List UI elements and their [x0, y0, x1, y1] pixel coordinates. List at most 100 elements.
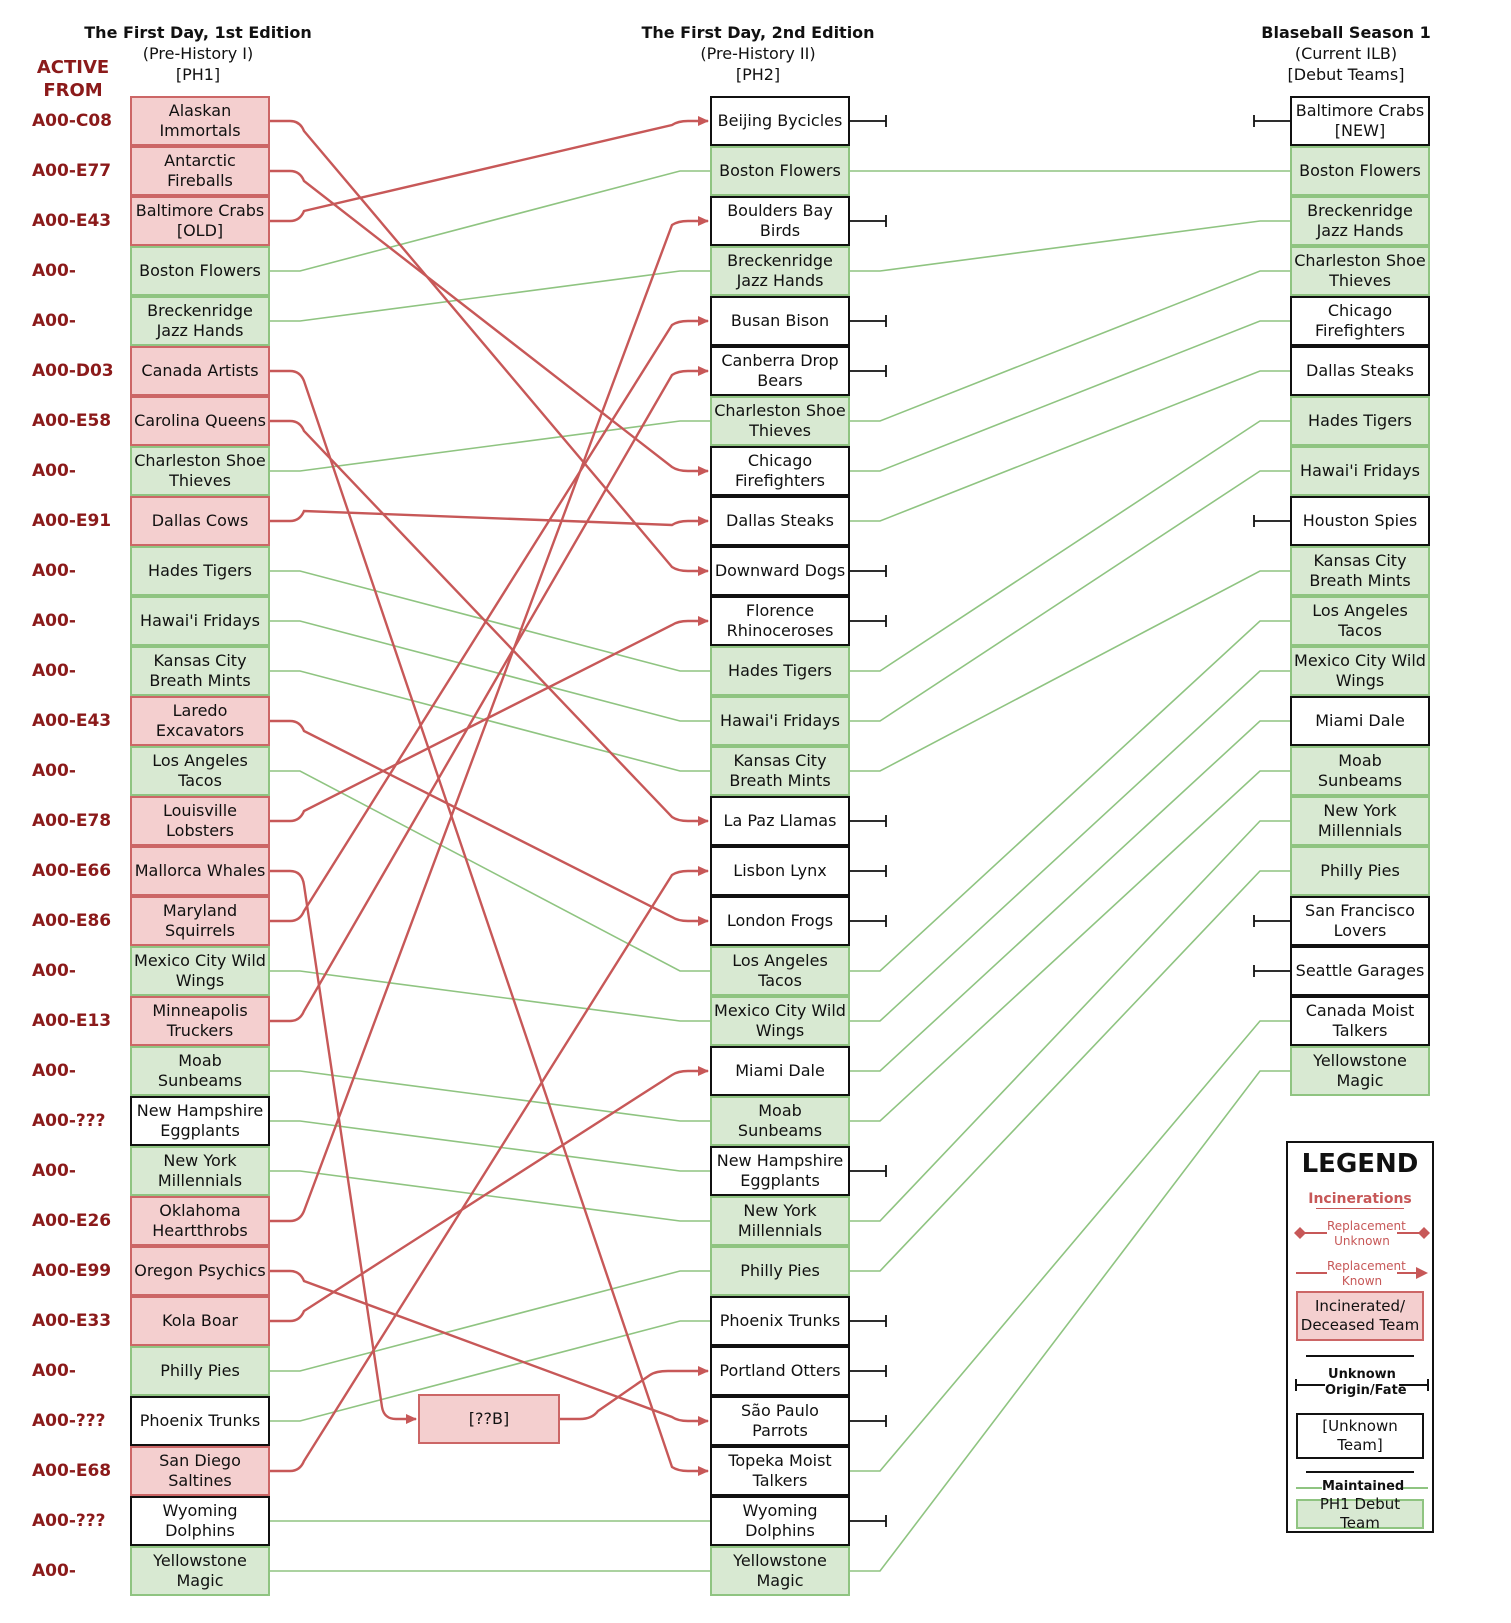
incineration-link-oregon-psychics — [270, 1269, 709, 1426]
ph2-team-chicago-firefighters: Chicago Firefighters — [710, 446, 850, 496]
ph1-team-boston-flowers: Boston Flowers — [130, 246, 270, 296]
ph2-team-hades-tigers: Hades Tigers — [710, 646, 850, 696]
s1-subtitle: (Current ILB) — [1294, 44, 1398, 63]
active-from-antarctic-fireballs: A00-E77 — [32, 161, 112, 181]
ph1-team-mallorca-whales: Mallorca Whales — [130, 846, 270, 896]
legend-incinerations-underline — [1316, 1208, 1404, 1209]
maintained-link-s1-breckenridge-jazz-hands — [850, 220, 1290, 272]
s1-team-miami-dale: Miami Dale — [1290, 696, 1430, 746]
ph1-team-louisville-lobsters: Louisville Lobsters — [130, 796, 270, 846]
incineration-link-carolina-queens — [270, 419, 709, 826]
ph1-team-laredo-excavators: Laredo Excavators — [130, 696, 270, 746]
ph2-team-boulders-bay-birds: Boulders Bay Birds — [710, 196, 850, 246]
ph2-team-florence-rhinoceroses: Florence Rhinoceroses — [710, 596, 850, 646]
active-from-kansas-city-breath-mints: A00- — [32, 661, 76, 681]
ph1-team-san-diego-saltines: San Diego Saltines — [130, 1446, 270, 1496]
incineration-link-kola-boar — [270, 1066, 709, 1323]
s1-team-mexico-city-wild-wings: Mexico City Wild Wings — [1290, 646, 1430, 696]
s1-team-breckenridge-jazz-hands: Breckenridge Jazz Hands — [1290, 196, 1430, 246]
active-from-title: ACTIVE FROM — [36, 57, 110, 101]
ph2-team-philly-pies: Philly Pies — [710, 1246, 850, 1296]
ph1-team-oklahoma-heartthrobs: Oklahoma Heartthrobs — [130, 1196, 270, 1246]
active-from-charleston-shoe-thieves: A00- — [32, 461, 76, 481]
s1-title: Blaseball Season 1 — [1261, 23, 1431, 42]
ph1-team-new-york-millennials: New York Millennials — [130, 1146, 270, 1196]
ph1-team-wyoming-dolphins: Wyoming Dolphins — [130, 1496, 270, 1546]
s1-team-new-york-millennials: New York Millennials — [1290, 796, 1430, 846]
active-from-hades-tigers: A00- — [32, 561, 76, 581]
incineration-link-alaskan-immortals — [270, 119, 709, 576]
ph2-team-new-york-millennials: New York Millennials — [710, 1196, 850, 1246]
active-from-breckenridge-jazz-hands: A00- — [32, 311, 76, 331]
maintained-link-s1-yellowstone-magic — [850, 1070, 1290, 1572]
ph2-team-moab-sunbeams: Moab Sunbeams — [710, 1096, 850, 1146]
incineration-link-san-diego-saltines — [270, 866, 709, 1473]
maintained-link-s1-los-angeles-tacos — [850, 620, 1290, 972]
ph2-team-phoenix-trunks: Phoenix Trunks — [710, 1296, 850, 1346]
maintained-link-new-york-millennials — [270, 1170, 710, 1222]
ph2-team-miami-dale: Miami Dale — [710, 1046, 850, 1096]
maintained-link-los-angeles-tacos — [270, 770, 710, 972]
active-from-kola-boar: A00-E33 — [32, 1311, 112, 1331]
maintained-links — [270, 170, 1290, 1572]
active-from-mallorca-whales: A00-E66 — [32, 861, 112, 881]
ph2-team-canberra-drop-bears: Canberra Drop Bears — [710, 346, 850, 396]
legend-replacement-unknown: Replacement Unknown — [1327, 1219, 1406, 1249]
ph2-team-new-hampshire-eggplants: New Hampshire Eggplants — [710, 1146, 850, 1196]
legend-unknown-box: [Unknown Team] — [1296, 1413, 1424, 1459]
maintained-link-s1-moab-sunbeams — [850, 770, 1290, 1122]
ph1-team-kola-boar: Kola Boar — [130, 1296, 270, 1346]
active-from-minneapolis-truckers: A00-E13 — [32, 1011, 112, 1031]
ph2-team-la-paz-llamas: La Paz Llamas — [710, 796, 850, 846]
incineration-link-mallorca-whales — [270, 869, 417, 1424]
maintained-link-s1-new-york-millennials — [850, 820, 1290, 1222]
ph1-team-charleston-shoe-thieves: Charleston Shoe Thieves — [130, 446, 270, 496]
ph1-team-dallas-cows: Dallas Cows — [130, 496, 270, 546]
ph1-team-alaskan-immortals: Alaskan Immortals — [130, 96, 270, 146]
active-from-san-diego-saltines: A00-E68 — [32, 1461, 112, 1481]
s1-team-yellowstone-magic: Yellowstone Magic — [1290, 1046, 1430, 1096]
ph2-team-beijing-bycicles: Beijing Bycicles — [710, 96, 850, 146]
s1-header: Blaseball Season 1 (Current ILB) [Debut … — [1246, 22, 1446, 85]
s1-team-houston-spies: Houston Spies — [1290, 496, 1430, 546]
maintained-link-kansas-city-breath-mints — [270, 670, 710, 772]
active-from-hawai-i-fridays: A00- — [32, 611, 76, 631]
s1-team-san-francisco-lovers: San Francisco Lovers — [1290, 896, 1430, 946]
maintained-link-s1-charleston-shoe-thieves — [850, 270, 1290, 422]
ph1-header: The First Day, 1st Edition (Pre-History … — [78, 22, 318, 85]
legend-incinerated-box: Incinerated/ Deceased Team — [1296, 1291, 1424, 1341]
incineration-link-dallas-cows — [270, 509, 709, 527]
legend-maintained: Maintained — [1322, 1479, 1405, 1495]
s1-team-dallas-steaks: Dallas Steaks — [1290, 346, 1430, 396]
incineration-link-minneapolis-truckers — [270, 366, 709, 1023]
legend-incinerations-label: Incinerations — [1308, 1191, 1412, 1207]
active-from-louisville-lobsters: A00-E78 — [32, 811, 112, 831]
incineration-link-oklahoma-heartthrobs — [270, 216, 709, 1223]
active-from-phoenix-trunks: A00-??? — [32, 1411, 106, 1431]
legend-divider-2 — [1306, 1471, 1414, 1473]
ph1-team-maryland-squirrels: Maryland Squirrels — [130, 896, 270, 946]
incineration-links — [270, 116, 709, 1476]
maintained-link-moab-sunbeams — [270, 1070, 710, 1122]
ph1-team-philly-pies: Philly Pies — [130, 1346, 270, 1396]
maintained-link-s1-miami-dale — [850, 720, 1290, 1072]
ph1-team-breckenridge-jazz-hands: Breckenridge Jazz Hands — [130, 296, 270, 346]
ph1-team-los-angeles-tacos: Los Angeles Tacos — [130, 746, 270, 796]
ph1-title: The First Day, 1st Edition — [84, 23, 312, 42]
ph1-team-hawai-i-fridays: Hawai'i Fridays — [130, 596, 270, 646]
s1-team-seattle-garages: Seattle Garages — [1290, 946, 1430, 996]
active-from-canada-artists: A00-D03 — [32, 361, 114, 381]
unknown-origin-fate-ticks — [850, 115, 1290, 1527]
ph2-subtitle: (Pre-History II) — [700, 44, 816, 63]
active-from-yellowstone-magic: A00- — [32, 1561, 76, 1581]
ph2-team-los-angeles-tacos: Los Angeles Tacos — [710, 946, 850, 996]
s1-team-kansas-city-breath-mints: Kansas City Breath Mints — [1290, 546, 1430, 596]
s1-team-los-angeles-tacos: Los Angeles Tacos — [1290, 596, 1430, 646]
ph1-team-canada-artists: Canada Artists — [130, 346, 270, 396]
active-from-dallas-cows: A00-E91 — [32, 511, 112, 531]
incineration-link-maryland-squirrels — [270, 316, 709, 923]
incineration-link-antarctic-fireballs — [270, 169, 709, 476]
ph1-team-mexico-city-wild-wings: Mexico City Wild Wings — [130, 946, 270, 996]
